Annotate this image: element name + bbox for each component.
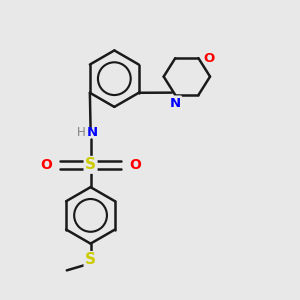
- Text: S: S: [85, 253, 96, 268]
- Text: N: N: [86, 126, 98, 139]
- Text: S: S: [85, 158, 96, 172]
- Text: H: H: [77, 126, 85, 139]
- Text: O: O: [129, 158, 141, 172]
- Text: O: O: [204, 52, 215, 65]
- Text: N: N: [170, 97, 181, 110]
- Text: O: O: [40, 158, 52, 172]
